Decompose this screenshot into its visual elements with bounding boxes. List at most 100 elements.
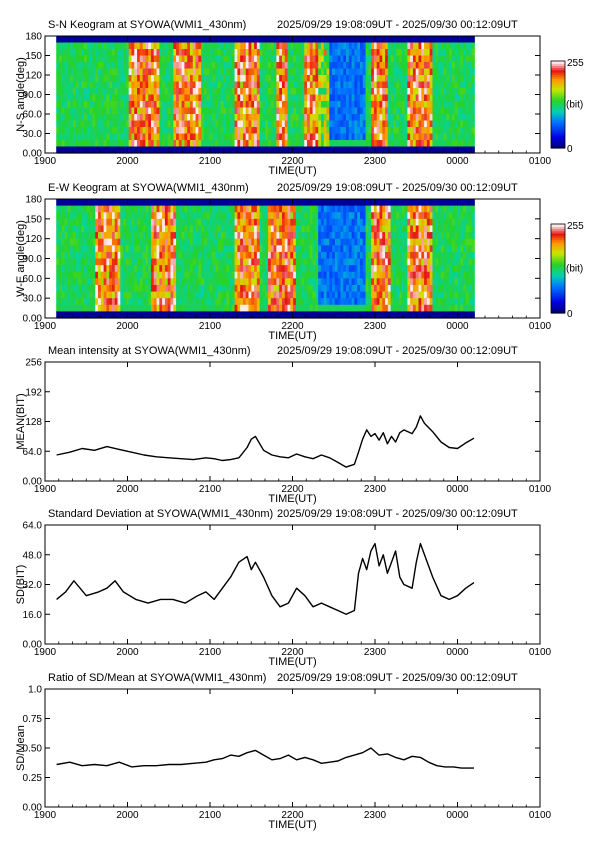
- heatmap-cell: [153, 212, 158, 220]
- heatmap-cell: [471, 146, 475, 154]
- heatmap-cell: [220, 218, 225, 227]
- heatmap-cell: [368, 101, 372, 109]
- heatmap-cell: [393, 94, 397, 102]
- heatmap-cell: [273, 199, 277, 207]
- heatmap-cell: [70, 205, 74, 213]
- heatmap-cell: [114, 49, 119, 57]
- heatmap-cell: [84, 298, 88, 306]
- heatmap-cell: [351, 199, 356, 207]
- heatmap-cell: [195, 36, 199, 44]
- heatmap-cell: [326, 101, 330, 109]
- heatmap-cell: [293, 55, 297, 63]
- heatmap-cell: [242, 298, 247, 306]
- heatmap-cell: [242, 107, 247, 115]
- heatmap-cell: [67, 36, 71, 44]
- heatmap-cell: [376, 284, 381, 293]
- heatmap-cell: [178, 120, 183, 128]
- heatmap-cell: [287, 101, 291, 109]
- heatmap-cell: [326, 36, 330, 44]
- heatmap-cell: [195, 251, 199, 260]
- heatmap-cell: [75, 140, 80, 148]
- heatmap-cell: [237, 101, 241, 109]
- heatmap-cell: [295, 101, 300, 109]
- heatmap-cell: [270, 199, 275, 207]
- heatmap-cell: [332, 101, 336, 109]
- heatmap-cell: [78, 271, 82, 279]
- heatmap-cell: [153, 232, 158, 240]
- heatmap-cell: [220, 278, 225, 286]
- heatmap-cell: [354, 127, 358, 135]
- heatmap-cell: [293, 225, 297, 233]
- heatmap-cell: [237, 81, 241, 89]
- heatmap-cell: [195, 271, 199, 279]
- heatmap-cell: [407, 140, 411, 148]
- heatmap-cell: [281, 238, 286, 246]
- heatmap-cell: [379, 238, 383, 246]
- heatmap-cell: [189, 251, 194, 260]
- heatmap-cell: [376, 107, 381, 115]
- heatmap-cell: [359, 304, 364, 312]
- heatmap-cell: [150, 265, 155, 273]
- heatmap-cell: [337, 298, 342, 306]
- heatmap-cell: [103, 75, 107, 83]
- heatmap-cell: [301, 205, 305, 213]
- heatmap-cell: [72, 232, 77, 240]
- heatmap-cell: [359, 120, 364, 128]
- heatmap-cell: [368, 225, 372, 233]
- heatmap-cell: [67, 232, 71, 240]
- colorbar-segment: [551, 76, 565, 79]
- colorbar-segment: [551, 139, 565, 143]
- heatmap-cell: [173, 311, 177, 319]
- heatmap-cell: [262, 94, 266, 102]
- heatmap-cell: [401, 114, 406, 122]
- heatmap-cell: [206, 199, 211, 207]
- heatmap-cell: [95, 298, 99, 306]
- heatmap-cell: [106, 258, 110, 266]
- heatmap-cell: [117, 114, 121, 122]
- heatmap-cell: [78, 146, 82, 154]
- heatmap-cell: [209, 278, 213, 286]
- heatmap-cell: [98, 146, 102, 154]
- heatmap-cell: [298, 114, 303, 122]
- heatmap-cell: [348, 218, 353, 227]
- heatmap-cell: [404, 127, 408, 135]
- heatmap-cell: [256, 94, 261, 102]
- heatmap-cell: [270, 304, 275, 312]
- heatmap-cell: [220, 55, 225, 63]
- heatmap-cell: [111, 238, 116, 246]
- heatmap-cell: [176, 271, 180, 279]
- heatmap-cell: [346, 251, 350, 260]
- heatmap-cell: [323, 199, 328, 207]
- heatmap-cell: [164, 284, 169, 293]
- heatmap-cell: [109, 127, 113, 135]
- heatmap-cell: [332, 146, 336, 154]
- heatmap-cell: [385, 101, 389, 109]
- heatmap-cell: [354, 284, 358, 293]
- heatmap-cell: [273, 94, 277, 102]
- heatmap-cell: [279, 81, 283, 89]
- heatmap-cell: [362, 311, 367, 319]
- heatmap-cell: [451, 49, 456, 57]
- heatmap-cell: [98, 271, 102, 279]
- heatmap-cell: [343, 278, 347, 286]
- heatmap-cell: [240, 258, 244, 266]
- heatmap-cell: [248, 114, 252, 122]
- heatmap-cell: [61, 232, 66, 240]
- heatmap-cell: [332, 36, 336, 44]
- heatmap-cell: [315, 298, 319, 306]
- heatmap-cell: [329, 75, 333, 83]
- heatmap-cell: [81, 212, 85, 220]
- heatmap-cell: [145, 258, 149, 266]
- colorbar-max-label: 255: [567, 58, 584, 69]
- heatmap-cell: [167, 258, 172, 266]
- heatmap-cell: [137, 81, 141, 89]
- heatmap-cell: [86, 42, 91, 50]
- heatmap-cell: [59, 218, 63, 227]
- heatmap-cell: [59, 120, 63, 128]
- heatmap-cell: [187, 55, 191, 63]
- heatmap-cell: [351, 212, 356, 220]
- heatmap-cell: [312, 68, 316, 76]
- heatmap-cell: [290, 62, 294, 70]
- heatmap-cell: [128, 265, 133, 273]
- heatmap-cell: [343, 120, 347, 128]
